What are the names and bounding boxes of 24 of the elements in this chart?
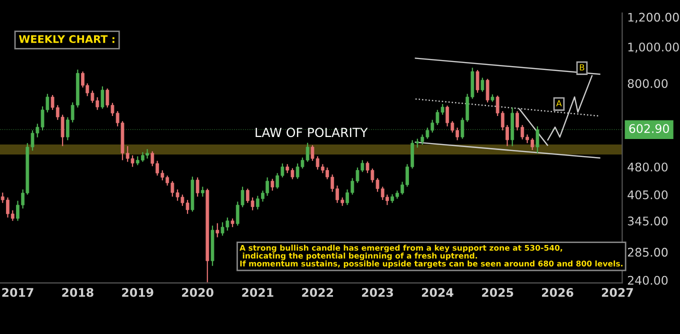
annotation: A xyxy=(556,100,562,106)
y-tick-label: 1,000.00 xyxy=(628,42,679,53)
y-tick-label: 240.00 xyxy=(628,276,668,285)
y-tick-label: 1,200.00 xyxy=(628,12,679,23)
x-tick-label: 2023 xyxy=(362,288,394,297)
ref-line-label: 602.90 xyxy=(629,124,669,134)
x-tick-label: 2024 xyxy=(422,288,454,297)
y-tick-label: 480.00 xyxy=(628,162,668,172)
y-tick-label: 800.00 xyxy=(628,79,668,88)
x-tick-label: 2026 xyxy=(542,288,574,297)
y-tick-label: 405.00 xyxy=(628,190,668,200)
x-tick-label: 2020 xyxy=(182,288,214,297)
x-tick-label: 2019 xyxy=(122,288,154,297)
band-label: LAW OF POLARITY xyxy=(256,128,368,138)
x-tick-label: 2022 xyxy=(302,288,333,297)
y-tick-label: 345.00 xyxy=(628,216,668,226)
x-tick-label: 2027 xyxy=(602,288,633,297)
x-tick-label: 2017 xyxy=(2,288,34,297)
annotation: B xyxy=(580,64,584,70)
text: WEEKLY CHART : xyxy=(18,35,114,44)
x-tick-label: 2021 xyxy=(242,288,274,297)
x-tick-label: 2025 xyxy=(482,288,514,297)
x-tick-label: 2018 xyxy=(62,288,94,297)
y-tick-label: 285.00 xyxy=(628,248,668,257)
